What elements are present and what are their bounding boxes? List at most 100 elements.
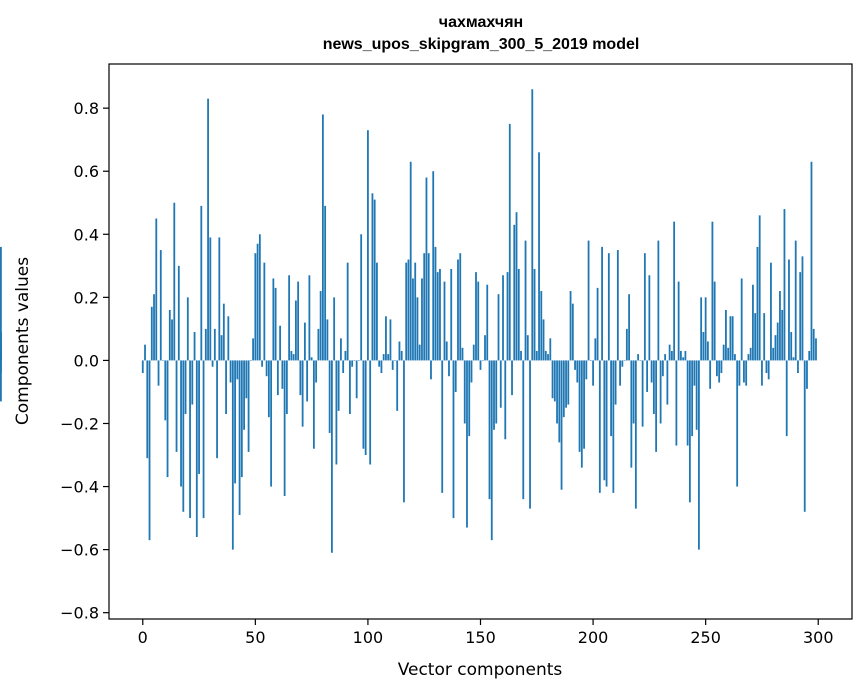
bar — [664, 354, 667, 361]
bar — [364, 360, 367, 456]
bar — [648, 275, 651, 361]
bar — [270, 360, 273, 487]
y-tick-label: 0.2 — [74, 288, 99, 307]
bar — [560, 360, 563, 490]
bar — [652, 360, 655, 415]
bar — [542, 319, 545, 361]
bar — [790, 332, 793, 361]
bar — [659, 360, 662, 424]
bar — [412, 278, 414, 361]
bar — [702, 332, 705, 361]
bar — [711, 221, 714, 361]
bar — [414, 262, 417, 361]
bar — [387, 354, 390, 361]
y-tick-label: 0.0 — [74, 351, 99, 370]
y-tick-label: −0.2 — [60, 414, 99, 433]
bar — [763, 313, 766, 361]
bar — [243, 360, 245, 430]
bar — [416, 297, 419, 361]
bar — [162, 360, 164, 361]
bar — [641, 360, 644, 427]
bar — [540, 291, 543, 361]
bar — [621, 360, 624, 367]
bar — [340, 338, 342, 361]
bar — [421, 278, 423, 361]
bar — [634, 360, 637, 509]
bar — [517, 268, 520, 361]
bar — [452, 360, 455, 519]
bar — [529, 360, 531, 509]
bar — [328, 360, 331, 433]
bar — [285, 360, 288, 415]
bar — [407, 259, 410, 361]
bar — [675, 360, 678, 446]
bar — [459, 253, 462, 361]
bar — [202, 360, 205, 519]
bar — [486, 284, 489, 361]
bar — [506, 272, 509, 361]
bar — [749, 347, 752, 361]
bar — [810, 161, 813, 361]
bar — [349, 360, 351, 415]
bar — [522, 360, 525, 500]
bar — [418, 344, 421, 361]
bar — [716, 360, 718, 377]
bar — [292, 354, 295, 361]
bar — [707, 341, 709, 361]
bar — [484, 335, 486, 361]
bar — [159, 250, 162, 361]
bar — [409, 161, 412, 361]
bar — [0, 246, 2, 361]
bar — [718, 360, 721, 383]
bar — [655, 360, 658, 452]
bar — [752, 284, 754, 361]
bar — [677, 281, 680, 361]
bar — [146, 360, 149, 459]
bar — [373, 199, 376, 361]
x-tick-label: 100 — [353, 628, 384, 647]
bar — [673, 221, 676, 361]
bar — [745, 360, 748, 386]
bar — [625, 328, 628, 361]
bar — [238, 360, 241, 515]
bar — [276, 360, 279, 396]
x-tick-label: 150 — [465, 628, 496, 647]
bar — [360, 234, 363, 361]
bar — [184, 360, 187, 415]
bar — [738, 360, 741, 386]
bar — [171, 319, 173, 361]
y-axis-label: Components values — [13, 257, 33, 425]
bar — [324, 205, 327, 361]
bar — [346, 262, 349, 361]
bar — [272, 278, 275, 361]
bar — [427, 253, 430, 361]
y-tick-label: 0.8 — [74, 99, 99, 118]
bar — [193, 332, 196, 361]
bar — [479, 360, 482, 370]
bar — [666, 360, 669, 405]
bar — [797, 360, 799, 374]
bar — [709, 360, 712, 389]
bar — [326, 319, 329, 361]
bar — [578, 360, 581, 452]
bar — [623, 360, 626, 361]
bar — [594, 338, 597, 361]
bar — [765, 360, 768, 374]
y-tick-label: 0.4 — [74, 225, 99, 244]
bar — [168, 309, 171, 361]
bar — [443, 281, 446, 361]
bar — [265, 360, 268, 377]
y-tick-label: −0.4 — [60, 478, 99, 497]
bar — [607, 253, 610, 361]
bar — [461, 347, 464, 361]
bar — [495, 360, 498, 424]
bar — [788, 259, 790, 361]
bar — [481, 360, 484, 361]
bar — [610, 360, 612, 437]
bar — [553, 360, 556, 402]
bar — [245, 360, 248, 399]
bar — [650, 360, 653, 383]
bar — [247, 360, 250, 452]
bar — [493, 360, 495, 430]
bar — [657, 240, 660, 361]
